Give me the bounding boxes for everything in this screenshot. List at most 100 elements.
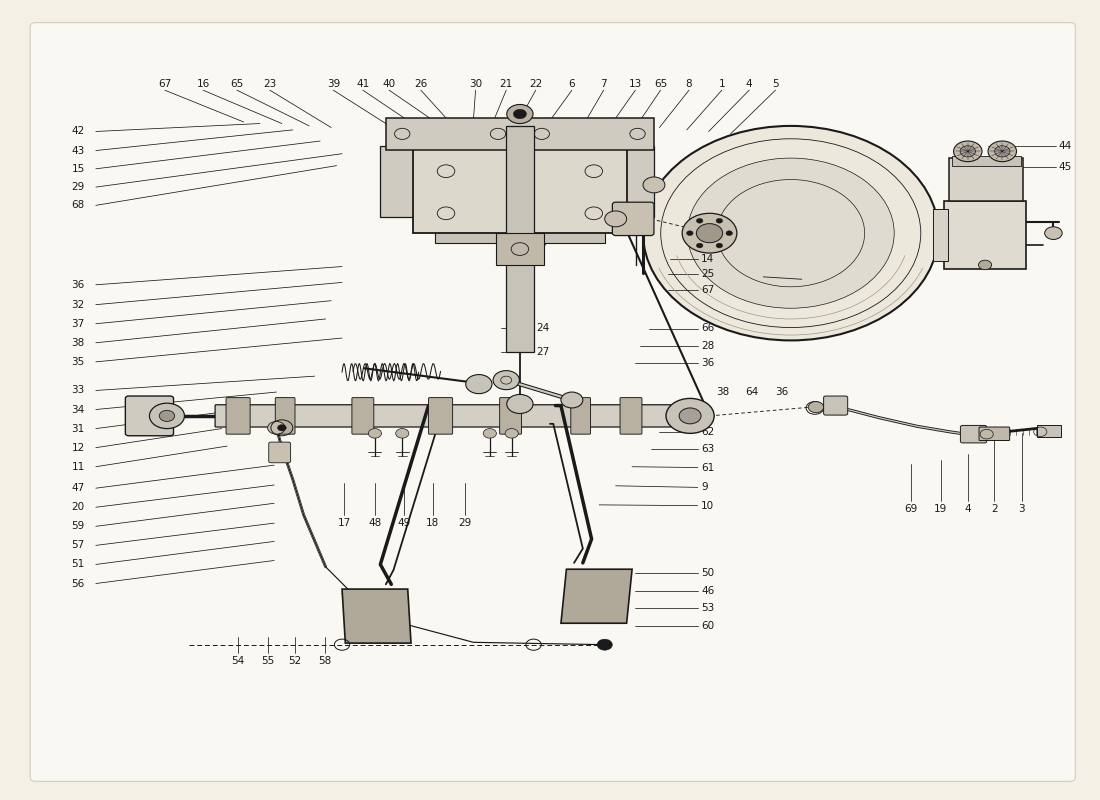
FancyBboxPatch shape [275, 398, 295, 434]
Circle shape [686, 230, 693, 235]
Text: 13: 13 [629, 79, 642, 89]
Text: 55: 55 [261, 655, 274, 666]
Text: 26: 26 [415, 79, 428, 89]
Circle shape [696, 218, 703, 223]
Text: 54: 54 [231, 655, 244, 666]
Text: 27: 27 [536, 346, 549, 357]
FancyBboxPatch shape [429, 398, 452, 434]
Text: 16: 16 [197, 79, 210, 89]
Bar [933, 210, 948, 261]
Text: 7: 7 [601, 79, 607, 89]
Bar [952, 156, 1021, 166]
FancyBboxPatch shape [979, 427, 1010, 441]
Bar [436, 230, 605, 242]
FancyBboxPatch shape [571, 398, 591, 434]
FancyBboxPatch shape [352, 398, 374, 434]
Text: 43: 43 [72, 146, 85, 155]
FancyBboxPatch shape [30, 22, 1076, 782]
Circle shape [368, 429, 382, 438]
Text: 70: 70 [701, 410, 714, 419]
Text: 19: 19 [934, 504, 947, 514]
FancyBboxPatch shape [226, 398, 250, 434]
Text: 36: 36 [776, 387, 789, 397]
Text: 28: 28 [701, 341, 714, 351]
Circle shape [514, 110, 527, 118]
Text: 4: 4 [746, 79, 752, 89]
Text: 51: 51 [72, 559, 85, 570]
Circle shape [954, 141, 982, 162]
Text: 21: 21 [499, 79, 513, 89]
Text: 32: 32 [72, 300, 85, 310]
Text: 15: 15 [72, 164, 85, 174]
Circle shape [994, 146, 1010, 157]
Text: 45: 45 [1059, 162, 1072, 172]
Text: 9: 9 [701, 482, 707, 492]
Text: 35: 35 [72, 357, 85, 367]
Text: 41: 41 [356, 79, 370, 89]
Text: 58: 58 [318, 655, 331, 666]
Bar [506, 126, 535, 352]
Text: 5: 5 [772, 79, 779, 89]
Text: 67: 67 [701, 286, 714, 295]
Polygon shape [342, 589, 411, 643]
Circle shape [483, 429, 496, 438]
Circle shape [561, 392, 583, 408]
Text: 63: 63 [701, 444, 714, 454]
Circle shape [267, 422, 285, 434]
Text: 14: 14 [701, 254, 714, 263]
Polygon shape [561, 570, 632, 623]
Circle shape [682, 214, 737, 253]
Text: 68: 68 [72, 200, 85, 210]
Text: 30: 30 [469, 79, 482, 89]
Text: 66: 66 [701, 323, 714, 334]
Text: 18: 18 [427, 518, 440, 528]
Circle shape [507, 394, 534, 414]
Text: 11: 11 [72, 462, 85, 472]
Circle shape [988, 141, 1016, 162]
FancyBboxPatch shape [268, 442, 290, 462]
Text: 65: 65 [230, 79, 243, 89]
Bar [944, 202, 1026, 269]
Text: 34: 34 [72, 405, 85, 414]
Text: 3: 3 [1019, 504, 1025, 514]
Circle shape [696, 243, 703, 248]
Text: 2: 2 [991, 504, 998, 514]
Circle shape [160, 410, 175, 422]
Text: 47: 47 [72, 483, 85, 493]
Circle shape [726, 230, 733, 235]
Text: 53: 53 [701, 603, 714, 613]
Circle shape [666, 398, 714, 434]
Text: 48: 48 [368, 518, 382, 528]
Text: 44: 44 [1059, 141, 1072, 150]
Text: 23: 23 [263, 79, 276, 89]
Circle shape [605, 211, 627, 227]
Circle shape [644, 126, 938, 341]
Circle shape [505, 429, 518, 438]
Text: 22: 22 [529, 79, 542, 89]
Text: 64: 64 [745, 387, 758, 397]
Bar [949, 158, 1023, 202]
Text: 25: 25 [701, 270, 714, 279]
Text: 24: 24 [536, 322, 549, 333]
Bar [621, 146, 654, 218]
Text: 12: 12 [72, 442, 85, 453]
Text: 38: 38 [72, 338, 85, 348]
Bar [386, 118, 654, 150]
Text: 50: 50 [701, 568, 714, 578]
Text: 62: 62 [701, 426, 714, 437]
Text: 4: 4 [965, 504, 971, 514]
Text: 65: 65 [653, 79, 668, 89]
Text: 38: 38 [716, 387, 729, 397]
Text: 33: 33 [72, 386, 85, 395]
FancyBboxPatch shape [499, 398, 521, 434]
Text: 36: 36 [72, 280, 85, 290]
Text: 57: 57 [72, 540, 85, 550]
Circle shape [688, 158, 894, 308]
Text: 29: 29 [458, 518, 471, 528]
FancyBboxPatch shape [824, 396, 848, 415]
Text: 46: 46 [701, 586, 714, 596]
Text: 42: 42 [72, 126, 85, 137]
Bar [496, 233, 544, 265]
Text: 67: 67 [158, 79, 172, 89]
Circle shape [716, 243, 723, 248]
